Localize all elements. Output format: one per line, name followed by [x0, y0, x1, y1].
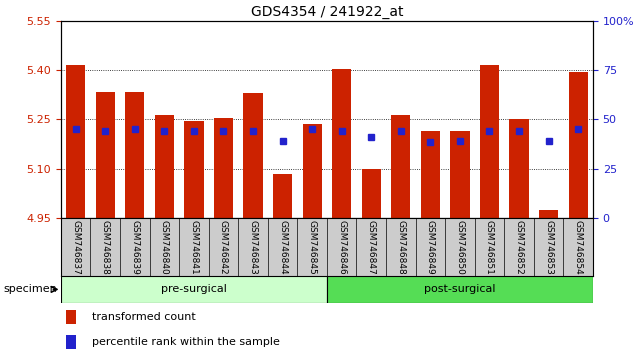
Bar: [273, 173, 292, 218]
Text: post-surgical: post-surgical: [424, 284, 495, 295]
Bar: [480, 65, 499, 218]
Bar: [125, 92, 144, 218]
Text: GSM746845: GSM746845: [308, 220, 317, 275]
Text: GSM746841: GSM746841: [189, 220, 199, 275]
Text: pre-surgical: pre-surgical: [161, 284, 227, 295]
Bar: [214, 118, 233, 218]
Bar: [303, 124, 322, 218]
Bar: [362, 169, 381, 218]
Text: GSM746840: GSM746840: [160, 220, 169, 275]
Text: GSM746842: GSM746842: [219, 220, 228, 275]
Text: GSM746852: GSM746852: [515, 220, 524, 275]
Bar: [244, 93, 263, 218]
Text: GSM746838: GSM746838: [101, 220, 110, 275]
Bar: [96, 92, 115, 218]
Bar: [510, 120, 529, 218]
Text: GSM746837: GSM746837: [71, 220, 80, 275]
Title: GDS4354 / 241922_at: GDS4354 / 241922_at: [251, 5, 403, 19]
Text: GSM746844: GSM746844: [278, 220, 287, 275]
Bar: [420, 131, 440, 218]
Text: GSM746851: GSM746851: [485, 220, 494, 275]
Bar: [327, 276, 593, 303]
Bar: [185, 121, 203, 218]
Bar: [391, 115, 410, 218]
Text: GSM746853: GSM746853: [544, 220, 553, 275]
Text: GSM746854: GSM746854: [574, 220, 583, 275]
Text: specimen: specimen: [3, 284, 57, 295]
Bar: [66, 65, 85, 218]
Bar: [154, 115, 174, 218]
Bar: [539, 210, 558, 218]
Text: GSM746847: GSM746847: [367, 220, 376, 275]
Text: GSM746850: GSM746850: [455, 220, 465, 275]
Text: GSM746839: GSM746839: [130, 220, 139, 275]
Text: GSM746849: GSM746849: [426, 220, 435, 275]
Bar: [66, 335, 76, 349]
Bar: [332, 69, 351, 218]
Bar: [61, 276, 327, 303]
Text: GSM746843: GSM746843: [249, 220, 258, 275]
Bar: [66, 310, 76, 324]
Bar: [451, 131, 469, 218]
Text: transformed count: transformed count: [92, 312, 196, 322]
Text: GSM746846: GSM746846: [337, 220, 346, 275]
Text: percentile rank within the sample: percentile rank within the sample: [92, 337, 279, 347]
Bar: [569, 72, 588, 218]
Text: GSM746848: GSM746848: [396, 220, 405, 275]
